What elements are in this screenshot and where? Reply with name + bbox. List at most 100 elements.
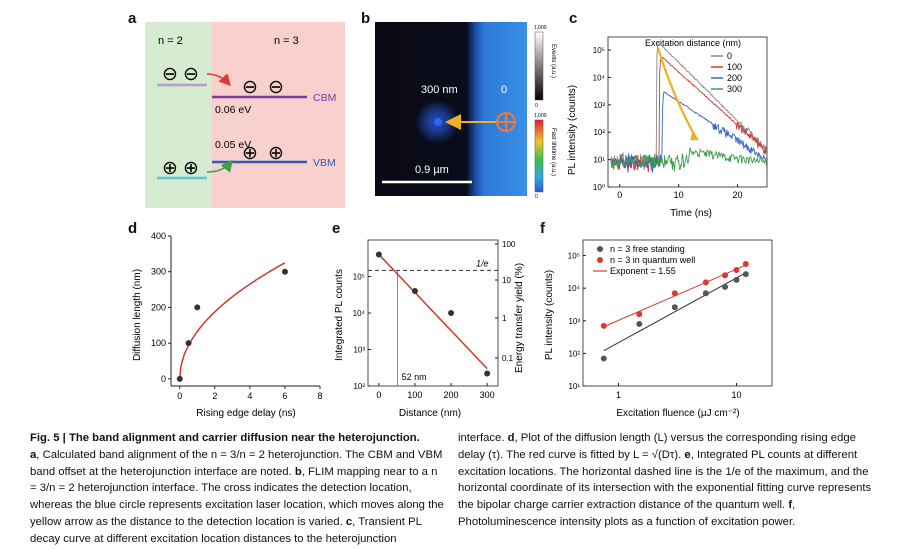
data-point [722,283,729,290]
axis-label-y: Diffusion length (nm) [132,269,143,361]
hole-icon: ⊕ [242,143,258,164]
caption-panel-d-text: , Plot of the diffusion length (L) versu… [458,432,856,461]
y2-tick-label: 1 [502,314,507,323]
data-point [636,311,643,318]
data-point [671,304,678,311]
n2-region [145,22,212,208]
vbm-label: VBM [313,157,336,169]
data-point [742,271,749,278]
y-tick-label: 10¹ [593,156,605,165]
axis-label-y: PL intensity (counts) [544,270,555,360]
fit-curve [179,262,286,379]
legend-entry: 300 [727,84,742,94]
y2-tick-label: 10 [502,276,511,285]
flim-map: 300 nm 0 0.9 µm 1,000 0 Events (a.u.) 1,… [375,22,556,198]
panel-label-f: f [540,220,545,237]
hole-icon: ⊕ [162,158,178,179]
hole-transfer-arrow [206,159,233,173]
data-point [636,320,643,327]
y-tick-label: 10¹ [568,382,580,391]
x-tick-label: 20 [733,190,743,200]
fit-line [603,272,747,352]
caption-panel-d-label: d [507,432,515,444]
legend-entry: n = 3 free standing [610,244,685,254]
panel-label-e: e [332,220,341,237]
colorbar-min: 0 [535,103,538,109]
legend-entry: 200 [727,73,742,83]
series-line-100 [610,55,767,173]
cbm-offset-label: 0.06 eV [215,104,251,116]
y-tick-label: 10⁵ [568,252,580,261]
chart-d-diffusion: Diffusion length (nm) Rising edge delay … [132,231,323,419]
data-point [411,288,418,295]
x-tick-label: 200 [444,390,459,400]
lifetime-colorbar [534,119,544,193]
y-tick-label: 10³ [353,346,365,355]
one-over-e-label: 1/e [476,258,489,268]
data-point [733,267,740,274]
colorbar-max: 1,000 [534,25,547,31]
x-tick-label: 10 [674,190,684,200]
x-tick-label: 0 [177,391,182,401]
data-point [600,355,607,362]
y-tick-label: 300 [151,267,166,277]
fit-line [378,253,488,370]
y-tick-label: 10⁴ [593,73,606,82]
electron-icon: ⊖ [242,77,258,98]
panel-label-a: a [128,10,137,27]
hole-icon: ⊕ [268,143,284,164]
axis-label-x: Excitation fluence (µJ cm⁻²) [616,408,739,419]
events-colorbar-label: Events (a.u.) [550,44,556,78]
colorbar-min: 0 [535,194,538,198]
x-tick-label: 100 [407,390,422,400]
data-point [281,268,288,275]
lifetime-colorbar-label: Fast lifetime (a.u.) [550,128,556,176]
electron-icon: ⊖ [268,77,284,98]
legend-fit-label: Exponent = 1.55 [610,266,676,276]
data-point [742,261,749,268]
chart-f-pl-fluence: PL intensity (counts) Excitation fluence… [544,239,773,419]
axis-label-x: Time (ns) [670,208,712,219]
legend-marker [597,257,603,263]
vbm-offset-label: 0.05 eV [215,139,251,151]
y-tick-label: 10⁵ [593,46,605,55]
plot-frame [607,36,768,188]
caption-panel-f-label: f [788,499,793,512]
x-tick-label: 1 [616,390,621,400]
cbm-label: CBM [313,92,336,104]
legend-marker [597,246,603,252]
y-tick-label: 10² [568,349,580,358]
x-tick-label: 4 [247,391,252,401]
data-point [600,322,607,329]
data-point [733,276,740,283]
caption-panel-e-label: e [684,448,691,461]
caption-right: interface. d, Plot of the diffusion leng… [458,430,873,531]
caption-panel-f-text: , Photoluminescence intensity plots as a… [458,499,796,528]
colorbar-max: 1,000 [534,113,547,119]
delay-arrow [657,47,698,139]
axis-label-y: Integrated PL counts [334,269,345,361]
electron-transfer-arrow [206,73,232,87]
legend-entry: 100 [727,62,742,72]
series-line-300 [610,147,767,172]
data-point [185,340,192,347]
axis-label-x: Distance (nm) [399,408,461,419]
data-point [702,279,709,286]
y-tick-label: 10⁰ [593,183,605,192]
axis-label-y: PL intensity (counts) [567,85,578,175]
y-tick-label: 10⁵ [353,273,365,282]
x-tick-label: 2 [212,391,217,401]
data-point [702,290,709,297]
scale-bar-label: 0.9 µm [415,164,449,176]
distance-label-300: 300 nm [421,84,458,96]
x-tick-label: 0 [376,390,381,400]
y-tick-label: 10² [593,128,605,137]
data-point [448,310,455,316]
series-line-200 [610,91,767,173]
y2-tick-label: 0.1 [502,354,514,363]
data-point [671,290,678,297]
y-tick-label: 100 [151,338,166,348]
y-tick-label: 10⁴ [568,284,581,293]
x-tick-label: 6 [282,391,287,401]
axis-label-x: Rising edge delay (ns) [196,408,296,419]
